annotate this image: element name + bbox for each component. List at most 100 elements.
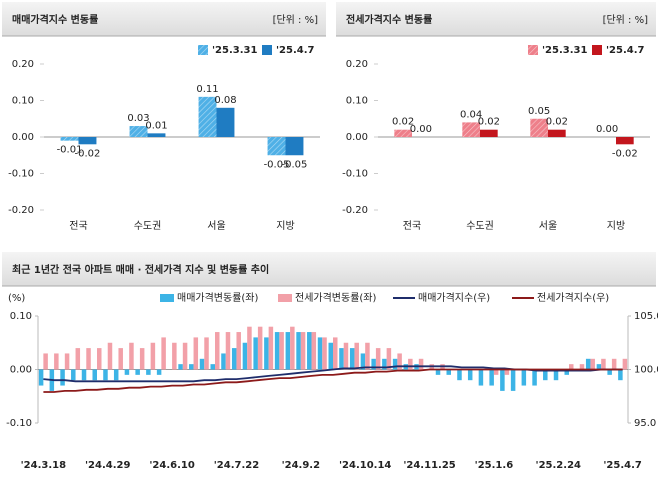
bar <box>317 337 323 370</box>
bar <box>510 369 516 391</box>
bar <box>532 369 537 386</box>
x-tick-label: 지방 <box>607 220 625 232</box>
bar <box>307 332 312 370</box>
value-label: -0.05 <box>264 159 290 170</box>
bar <box>622 358 628 370</box>
value-label: -0.05 <box>282 159 308 170</box>
x-tick-label: '24.6.10 <box>149 460 194 471</box>
bar <box>193 337 199 370</box>
bar <box>285 137 304 156</box>
value-label: 0.08 <box>214 95 236 106</box>
y-tick-label: 0.10 <box>346 96 368 107</box>
y-tick-label: -0.20 <box>342 205 368 216</box>
value-label: 0.00 <box>596 124 618 135</box>
y-tick-label: 0.00 <box>12 132 34 143</box>
unit-note: [단위 : %] <box>603 13 649 26</box>
bar <box>349 348 355 370</box>
bar <box>543 369 548 381</box>
bar <box>231 348 237 370</box>
bar <box>365 342 370 370</box>
bar <box>60 369 65 386</box>
bar <box>397 353 402 370</box>
bar <box>392 358 398 370</box>
x-tick-label: '24.10.14 <box>339 460 391 471</box>
value-label: 0.01 <box>145 120 167 131</box>
x-tick-label: '25.1.6 <box>475 460 514 471</box>
bar <box>590 358 595 370</box>
bar <box>113 369 119 381</box>
bar <box>322 337 327 370</box>
bar <box>300 332 306 370</box>
y2-tick-label: 95.0 <box>634 418 656 429</box>
y-tick-label: -0.20 <box>8 205 34 216</box>
bar <box>296 332 301 370</box>
bar <box>78 137 97 145</box>
bar <box>564 369 569 375</box>
bar <box>394 129 412 137</box>
legend-label: 매매가격변동률(좌) <box>177 291 259 304</box>
legend-label: 전세가격지수(우) <box>537 291 609 304</box>
bar <box>521 369 527 386</box>
chart-title: 전세가격지수 변동률 <box>346 13 432 26</box>
bar <box>371 358 376 370</box>
legend-swatch <box>278 294 292 302</box>
value-label: 0.11 <box>196 84 218 95</box>
bar <box>457 369 462 381</box>
legend-label: '25.3.31 <box>212 45 257 56</box>
value-label: 0.00 <box>410 124 432 135</box>
bar <box>161 337 166 370</box>
value-label: 0.04 <box>460 109 482 120</box>
bar <box>480 129 498 137</box>
bar <box>107 342 113 370</box>
bar <box>54 353 59 370</box>
bar <box>285 332 291 370</box>
y-tick-label: -0.10 <box>342 169 368 180</box>
y2-tick-label: 100.0 <box>634 365 658 376</box>
y-axis-label: (%) <box>8 293 25 304</box>
bar <box>618 369 623 381</box>
y-tick-label: 0.10 <box>12 96 34 107</box>
bar <box>435 369 441 375</box>
bar <box>343 342 349 370</box>
x-tick-label: 서울 <box>539 220 557 232</box>
index-line <box>43 368 623 393</box>
bar <box>129 126 148 137</box>
bar <box>199 358 205 370</box>
bar <box>489 369 494 386</box>
legend-label: '25.3.31 <box>542 45 587 56</box>
bar <box>462 122 480 137</box>
legend-swatch <box>528 45 538 55</box>
bar <box>267 137 286 156</box>
value-label: 0.02 <box>392 117 414 128</box>
bar <box>156 369 162 375</box>
bar <box>64 353 70 370</box>
bar <box>182 342 188 370</box>
legend-label: '25.4.7 <box>606 45 645 56</box>
chart-title: 매매가격지수 변동률 <box>12 13 98 26</box>
legend-label: 매매가격지수(우) <box>418 291 490 304</box>
x-tick-label: 전국 <box>403 220 421 232</box>
bar <box>75 348 81 370</box>
bar <box>198 96 217 137</box>
legend-swatch <box>160 294 174 302</box>
bar <box>264 337 269 370</box>
legend-label: 전세가격변동률(좌) <box>295 291 377 304</box>
title-bar <box>2 252 656 286</box>
y2-tick-label: 105.0 <box>634 311 658 322</box>
value-label: 0.05 <box>528 106 550 117</box>
title-bar <box>2 2 326 36</box>
bar <box>616 137 634 145</box>
title-bar <box>336 2 656 36</box>
bar <box>129 342 134 370</box>
bar <box>118 348 123 370</box>
bar <box>601 358 606 370</box>
bar <box>408 358 413 370</box>
unit-note: [단위 : %] <box>273 13 319 26</box>
bar <box>530 118 548 137</box>
bar <box>504 369 510 375</box>
legend-swatch <box>592 45 602 55</box>
y-tick-label: -0.10 <box>8 169 34 180</box>
bar <box>81 369 87 381</box>
value-label: 0.02 <box>546 117 568 128</box>
